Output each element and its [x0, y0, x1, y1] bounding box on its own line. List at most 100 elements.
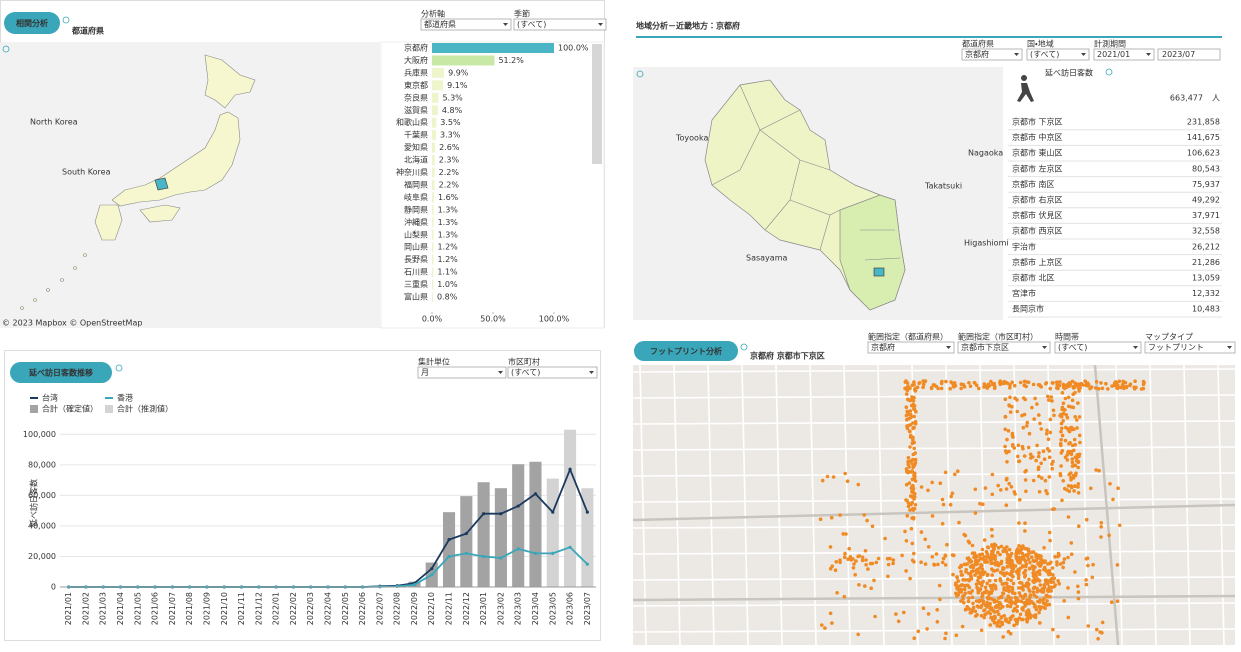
footprint-dot	[997, 596, 1001, 600]
footprint-dot	[952, 553, 956, 558]
footprint-dot	[1045, 428, 1049, 433]
point	[464, 531, 468, 536]
footprint-dot	[1021, 606, 1025, 610]
x-tick-label: 2023/03	[514, 592, 523, 625]
footprint-dot	[1031, 601, 1035, 605]
footprint-dot	[907, 481, 912, 485]
footprint-dot	[932, 562, 936, 567]
dropdown[interactable]	[507, 366, 598, 379]
footprint-dot	[828, 545, 833, 549]
row-value: 80,543	[1192, 164, 1220, 173]
row-value: 49,292	[1192, 196, 1220, 205]
dropdown[interactable]	[957, 341, 1051, 354]
dropdown[interactable]	[961, 48, 1023, 61]
footprint-dot	[1061, 560, 1066, 565]
footprint-dot	[886, 574, 890, 579]
category-label: 東京都	[404, 80, 428, 90]
japan-region	[204, 54, 256, 109]
footprint-dot	[1077, 454, 1081, 459]
footprint-dot	[830, 564, 834, 568]
dropdown-arrow	[1081, 53, 1086, 56]
footprint-dot	[1061, 479, 1065, 483]
dropdown[interactable]	[1026, 48, 1090, 61]
dropdown[interactable]	[1093, 48, 1155, 61]
category-label: 奈良県	[404, 92, 428, 102]
footprint-dot	[1043, 559, 1047, 563]
footprint-dot	[1117, 379, 1122, 384]
footprint-dot	[1017, 550, 1021, 554]
footprint-dot	[989, 379, 993, 384]
footprint-dot	[1011, 609, 1016, 613]
dropdown[interactable]	[513, 18, 607, 31]
footprint-dot	[1009, 551, 1014, 556]
footprint-dot	[1031, 558, 1035, 563]
footprint-dot	[923, 379, 928, 383]
dropdown-value: 京都府	[871, 343, 895, 352]
footprint-dot	[865, 518, 869, 523]
footprint-dot	[1058, 562, 1063, 566]
x-tick-label: 50.0%	[480, 315, 506, 324]
footprint-dot	[1005, 619, 1009, 624]
footprint-dot	[974, 383, 979, 388]
footprint-dot	[999, 559, 1004, 564]
x-tick-label: 2021/09	[202, 592, 211, 625]
footprint-dot	[825, 474, 830, 479]
footprint-dot	[954, 581, 958, 585]
point	[499, 512, 503, 516]
footprint-dot	[943, 563, 948, 567]
footprint-dot	[965, 556, 970, 561]
footprint-dot	[1031, 590, 1036, 594]
category-label: 愛知県	[404, 142, 428, 152]
footprint-dot	[1006, 429, 1011, 433]
dropdown[interactable]	[1054, 341, 1142, 354]
footprint-dot	[906, 456, 911, 460]
bar	[432, 292, 433, 302]
footprint-dot	[1076, 485, 1080, 489]
pill	[10, 362, 112, 383]
footprint-dot	[1047, 475, 1052, 479]
footprint-dot	[993, 562, 998, 567]
dropdown-arrow	[946, 346, 951, 349]
footprint-dot	[962, 600, 966, 605]
dropdown[interactable]	[1144, 341, 1236, 354]
filter-label: 範囲指定（市区町村）	[958, 332, 1038, 342]
footprint-dot	[910, 477, 915, 482]
walker-head	[1021, 75, 1027, 81]
footprint-dot	[854, 559, 858, 563]
footprint-dot	[1007, 449, 1011, 454]
footprint-dots	[818, 379, 1146, 641]
footprint-dot	[916, 629, 921, 634]
footprint-dot	[1037, 474, 1041, 479]
footprint-dot	[1012, 383, 1017, 388]
row-value: 32,558	[1192, 227, 1220, 236]
footprint-dot	[843, 551, 847, 556]
footprint-dot	[1047, 585, 1052, 589]
footprint-dot	[1064, 413, 1069, 417]
footprint-dot	[973, 614, 978, 618]
footprint-dot	[1062, 599, 1066, 603]
footprint-dot	[1016, 454, 1020, 459]
date-box[interactable]	[1157, 48, 1221, 61]
footprint-dot	[1051, 408, 1056, 413]
bar	[432, 55, 495, 66]
dropdown[interactable]	[417, 366, 507, 379]
footprint-dot	[1020, 564, 1025, 568]
value-label: 1.3%	[438, 218, 459, 227]
footprint-dot	[1009, 600, 1013, 604]
footprint-dot	[1048, 595, 1052, 599]
footprint-dot	[1003, 397, 1008, 402]
footprint-dot	[844, 532, 848, 536]
footprint-dot	[1036, 467, 1041, 472]
footprint-dot	[994, 586, 998, 591]
bar	[432, 167, 435, 178]
footprint-dot	[1073, 570, 1077, 574]
dropdown[interactable]	[867, 341, 955, 354]
category-label: 三重県	[404, 279, 428, 289]
footprint-dot	[1025, 420, 1030, 425]
row-name: 京都市 伏見区	[1012, 210, 1063, 220]
footprint-dot	[891, 558, 896, 562]
row-name: 京都市 上京区	[1012, 257, 1063, 267]
dropdown[interactable]	[420, 18, 512, 31]
footprint-dot	[990, 527, 994, 532]
